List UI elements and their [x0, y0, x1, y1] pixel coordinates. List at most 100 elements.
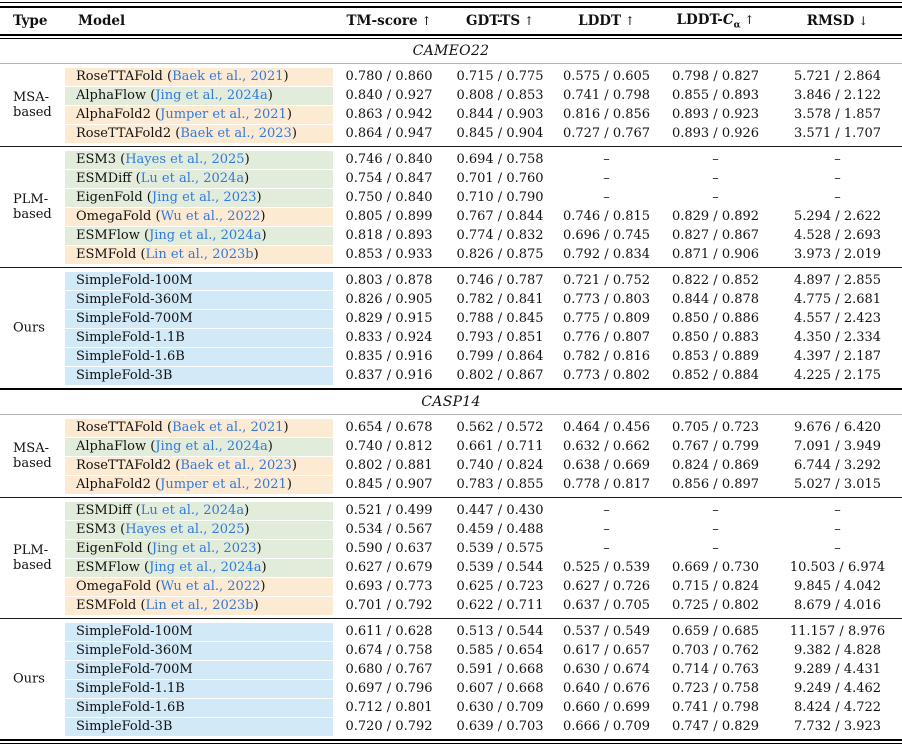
citation-link[interactable]: Jing et al., 2023 — [151, 541, 257, 556]
citation-link[interactable]: Jumper et al., 2021 — [160, 107, 287, 122]
metric-value-cell: 0.782 / 0.841 — [456, 292, 544, 307]
column-header-math-symbol: C — [722, 11, 734, 28]
citation-open-paren: ( — [142, 541, 152, 556]
row-group: Ours SimpleFold-100M 0.803 / 0.878 0.746 / … — [0, 268, 902, 388]
metric-value-cell: 0.802 / 0.881 — [345, 458, 433, 473]
table-row: SimpleFold-360M 0.826 / 0.905 0.782 / 0.84… — [0, 290, 902, 309]
model-highlight: ESMFold (Lin et al., 2023b) — [65, 245, 333, 264]
section-title-underline — [0, 63, 902, 64]
metric-value-cell: 0.893 / 0.923 — [671, 107, 760, 122]
table-row: RoseTTAFold2 (Baek et al., 2023) 0.864 / … — [0, 124, 902, 143]
citation-close-paren: ) — [244, 503, 250, 518]
metric-value-cell: 0.534 / 0.567 — [345, 522, 433, 537]
metric-value-cell: 4.775 / 2.681 — [793, 292, 882, 307]
citation-close-paren: ) — [286, 107, 292, 122]
model-cell: ESMDiff (Lu et al., 2024a) — [65, 169, 333, 188]
model-name: SimpleFold-360M — [76, 292, 193, 307]
citation-link[interactable]: Baek et al., 2021 — [172, 69, 284, 84]
arrow-up-icon: ↑ — [417, 14, 432, 28]
table-row: ESM3 (Hayes et al., 2025) 0.534 / 0.567 0.… — [0, 520, 902, 539]
section-separator-rule — [0, 388, 902, 390]
citation-open-paren: ( — [115, 152, 126, 167]
metric-value-cell: 0.654 / 0.678 — [345, 420, 433, 435]
row-group-type-label: PLM-based — [13, 543, 52, 573]
model-cell: SimpleFold-360M — [65, 290, 333, 309]
citation-open-paren: ( — [139, 228, 150, 243]
metric-value-cell: 0.864 / 0.947 — [345, 126, 433, 141]
citation-close-paren: ) — [244, 171, 250, 186]
metric-value-cell: 0.778 / 0.817 — [562, 477, 651, 492]
metric-value-cell: 0.852 / 0.884 — [671, 368, 760, 383]
table-row: AlphaFlow (Jing et al., 2024a) 0.840 / 0.… — [0, 86, 902, 105]
model-highlight: OmegaFold (Wu et al., 2022) — [65, 207, 333, 226]
metric-value-cell: 0.850 / 0.883 — [671, 330, 760, 345]
table-row: RoseTTAFold (Baek et al., 2021) 0.780 / 0… — [0, 67, 902, 86]
metric-value-cell: 0.824 / 0.869 — [671, 458, 760, 473]
column-header-subscript: α — [733, 20, 741, 31]
metric-value-cell: 0.747 / 0.829 — [671, 719, 760, 734]
table-row: SimpleFold-1.1B 0.697 / 0.796 0.607 / 0.66… — [0, 679, 902, 698]
column-header-lddt: LDDT-Cα ↑ — [658, 12, 773, 31]
citation-close-paren: ) — [291, 458, 297, 473]
citation-open-paren: ( — [162, 69, 173, 84]
model-highlight: ESMDiff (Lu et al., 2024a) — [65, 501, 333, 520]
citation-link[interactable]: Jing et al., 2024a — [155, 439, 268, 454]
table-row: SimpleFold-1.6B 0.835 / 0.916 0.799 / 0.86… — [0, 347, 902, 366]
model-highlight: SimpleFold-360M — [65, 641, 333, 660]
metric-value-cell: 0.788 / 0.845 — [456, 311, 544, 326]
metric-value-cell: 0.639 / 0.703 — [456, 719, 544, 734]
metric-value-cell: 0.853 / 0.933 — [345, 247, 433, 262]
metric-value-cell: 0.826 / 0.905 — [345, 292, 433, 307]
model-highlight: AlphaFlow (Jing et al., 2024a) — [65, 86, 333, 105]
metric-value-cell: 8.679 / 4.016 — [793, 598, 882, 613]
metric-value-cell: 0.750 / 0.840 — [345, 190, 433, 205]
model-cell: ESMFlow (Jing et al., 2024a) — [65, 558, 333, 577]
model-name: SimpleFold-3B — [76, 719, 173, 734]
model-highlight: AlphaFold2 (Jumper et al., 2021) — [65, 105, 333, 124]
citation-link[interactable]: Jing et al., 2023 — [151, 190, 257, 205]
table-row: SimpleFold-100M 0.803 / 0.878 0.746 / 0.78… — [0, 271, 902, 290]
metric-value-cell: 0.710 / 0.790 — [456, 190, 544, 205]
metric-value-cell: 0.871 / 0.906 — [671, 247, 760, 262]
citation-link[interactable]: Lu et al., 2024a — [140, 171, 245, 186]
metric-value-cell: 9.382 / 4.828 — [793, 643, 882, 658]
metric-value-cell: 0.607 / 0.668 — [456, 681, 544, 696]
citation-link[interactable]: Hayes et al., 2025 — [125, 152, 245, 167]
table-row: AlphaFlow (Jing et al., 2024a) 0.740 / 0.… — [0, 437, 902, 456]
model-cell: ESMFlow (Jing et al., 2024a) — [65, 226, 333, 245]
citation-link[interactable]: Lu et al., 2024a — [140, 503, 245, 518]
citation-close-paren: ) — [256, 190, 262, 205]
citation-link[interactable]: Wu et al., 2022 — [160, 209, 261, 224]
citation-link[interactable]: Jing et al., 2024a — [149, 560, 262, 575]
citation-close-paren: ) — [261, 560, 267, 575]
citation-link[interactable]: Lin et al., 2023b — [145, 598, 254, 613]
citation-open-paren: ( — [136, 247, 146, 262]
citation-link[interactable]: Baek et al., 2021 — [172, 420, 284, 435]
metric-value-cell: 0.893 / 0.926 — [671, 126, 760, 141]
citation-link[interactable]: Lin et al., 2023b — [145, 247, 254, 262]
table-row: RoseTTAFold2 (Baek et al., 2023) 0.802 / … — [0, 456, 902, 475]
table-row: SimpleFold-1.6B 0.712 / 0.801 0.630 / 0.70… — [0, 698, 902, 717]
metric-value-cell: 0.669 / 0.730 — [671, 560, 760, 575]
model-name: EigenFold — [76, 190, 143, 205]
model-highlight: SimpleFold-100M — [65, 271, 333, 290]
citation-link[interactable]: Jumper et al., 2021 — [160, 477, 287, 492]
arrow-up-icon: ↑ — [621, 14, 635, 28]
citation-open-paren: ( — [151, 579, 161, 594]
citation-open-paren: ( — [162, 420, 173, 435]
model-cell: SimpleFold-100M — [65, 271, 333, 290]
citation-link[interactable]: Hayes et al., 2025 — [125, 522, 245, 537]
metric-value-cell: 4.350 / 2.334 — [793, 330, 882, 345]
citation-link[interactable]: Jing et al., 2024a — [155, 88, 268, 103]
citation-link[interactable]: Jing et al., 2024a — [149, 228, 262, 243]
model-cell: RoseTTAFold (Baek et al., 2021) — [65, 67, 333, 86]
model-name: EigenFold — [76, 541, 143, 556]
metric-value-cell: 8.424 / 4.722 — [793, 700, 882, 715]
metric-value-cell: 0.740 / 0.824 — [456, 458, 544, 473]
model-highlight: ESMFlow (Jing et al., 2024a) — [65, 226, 333, 245]
table-row: ESMFlow (Jing et al., 2024a) 0.818 / 0.89… — [0, 226, 902, 245]
citation-link[interactable]: Wu et al., 2022 — [160, 579, 261, 594]
model-name: AlphaFold2 — [76, 107, 151, 122]
citation-link[interactable]: Baek et al., 2023 — [180, 126, 292, 141]
citation-link[interactable]: Baek et al., 2023 — [180, 458, 292, 473]
